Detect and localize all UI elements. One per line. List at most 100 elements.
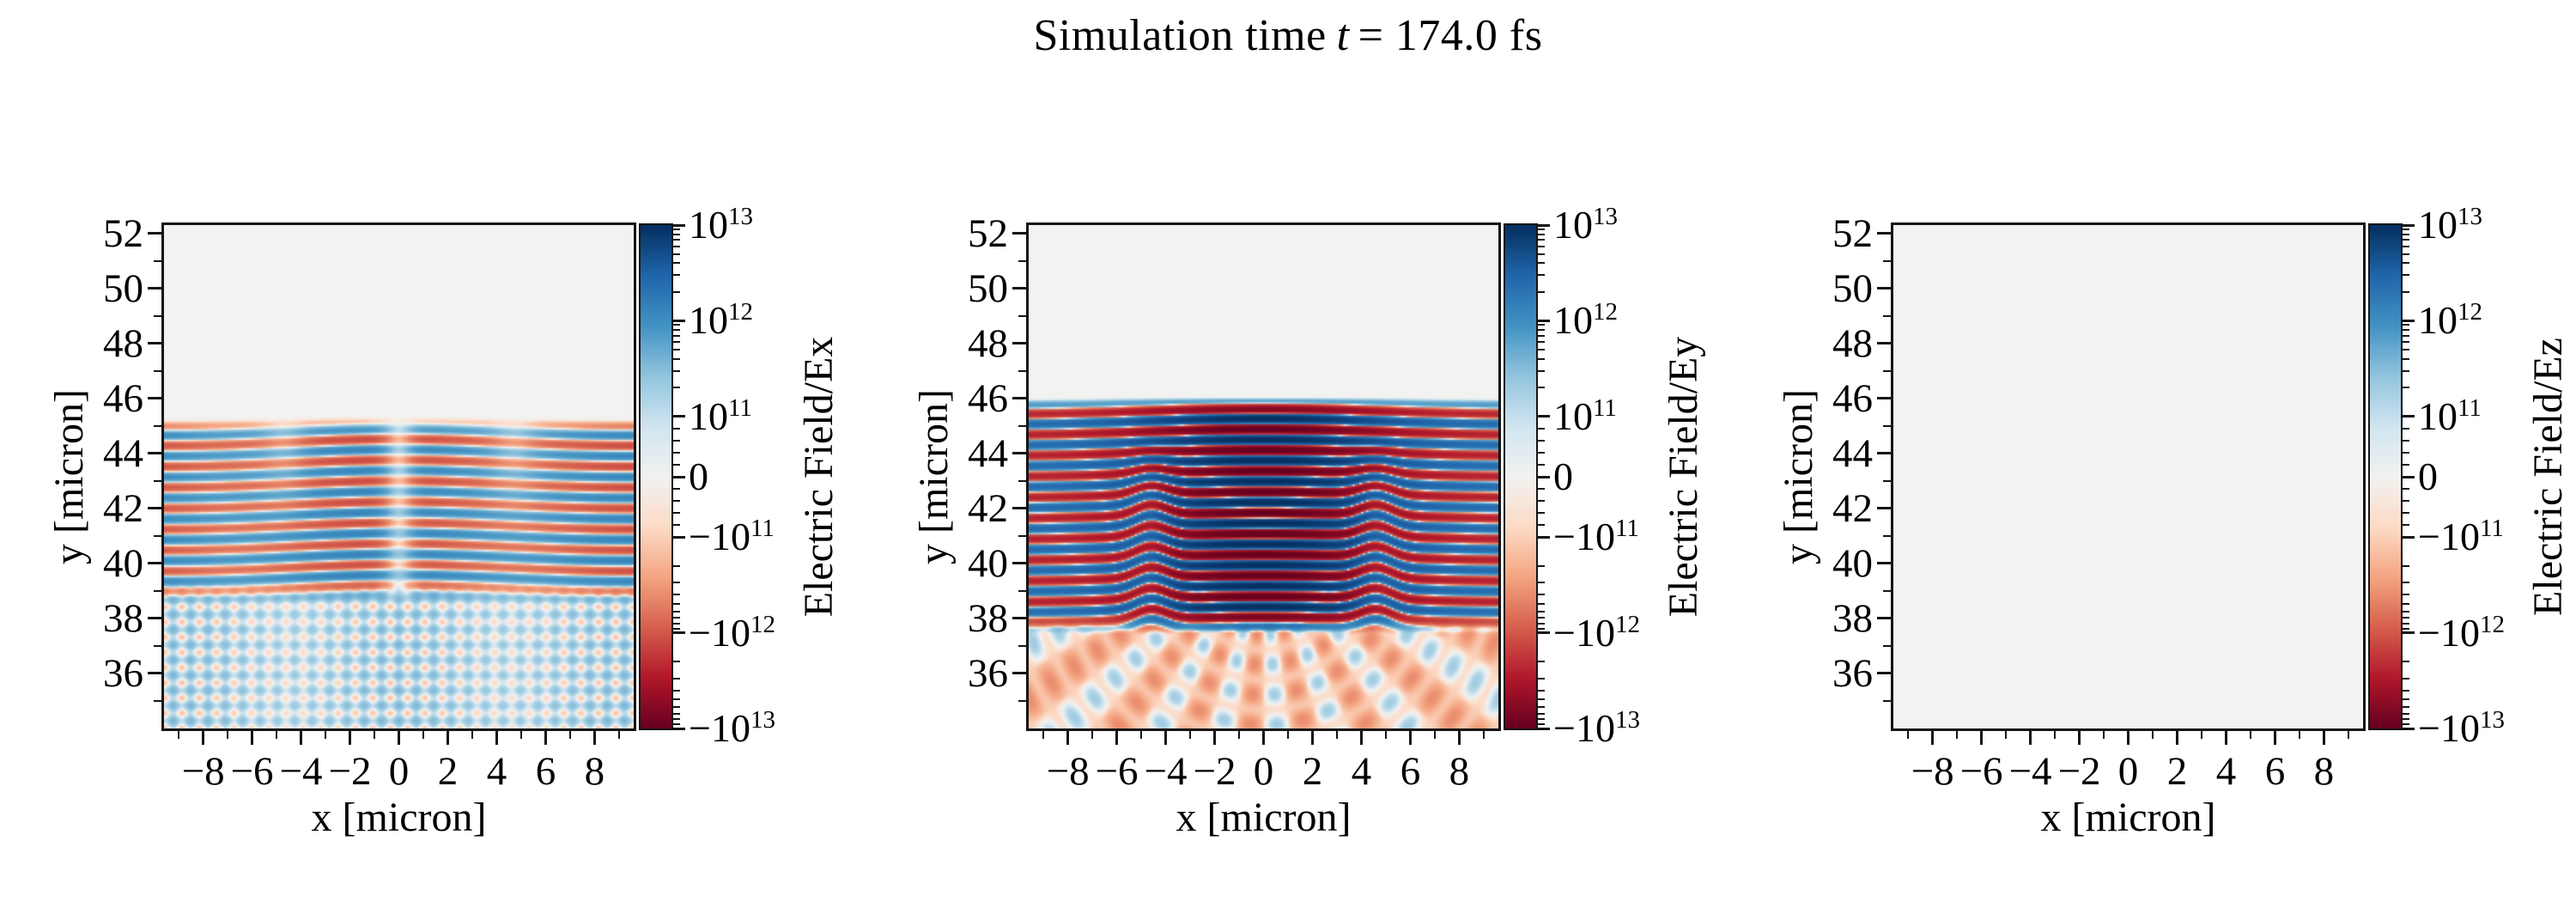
y-tick-label: 44 [1832, 430, 1873, 476]
colorbar-minor-tick [2403, 627, 2409, 630]
colorbar-minor-tick [673, 357, 680, 360]
axes-spines-ex [161, 222, 636, 731]
y-axis-label: y [micron] [911, 389, 957, 564]
colorbar-minor-tick [2403, 427, 2409, 430]
colorbar-minor-tick [2403, 387, 2409, 389]
colorbar-minor-tick [673, 582, 680, 584]
colorbar-minor-tick [2403, 564, 2409, 567]
colorbar-minor-tick [673, 689, 680, 692]
y-major-tick [1877, 287, 1891, 290]
x-minor-tick [2151, 731, 2154, 739]
x-tick-label: −8 [1046, 749, 1090, 794]
colorbar-tick-base: −10 [1553, 706, 1615, 750]
x-minor-tick [1482, 731, 1485, 739]
x-minor-tick [276, 731, 278, 739]
x-minor-tick [422, 731, 424, 739]
colorbar-minor-tick [1538, 274, 1545, 277]
x-tick-label: −2 [328, 749, 372, 794]
colorbar-minor-tick [673, 488, 680, 491]
y-tick-label: 52 [968, 210, 1008, 256]
colorbar-ey [1505, 225, 1536, 728]
colorbar-minor-tick [1538, 233, 1545, 235]
colorbar-minor-tick [673, 677, 680, 680]
colorbar-tick-base: −10 [1553, 515, 1615, 559]
colorbar-minor-tick [1538, 524, 1545, 527]
colorbar-label-ey: Electric Field/Ey [1661, 336, 1706, 618]
colorbar-minor-tick [1538, 617, 1545, 619]
x-major-tick [202, 731, 205, 745]
colorbar-minor-tick [2403, 329, 2409, 332]
colorbar-minor-tick [2403, 334, 2409, 337]
x-tick-label: 6 [1400, 749, 1421, 794]
colorbar-minor-tick [673, 253, 680, 255]
title-time-value: = 174.0 fs [1358, 11, 1543, 60]
colorbar-minor-tick [2403, 677, 2409, 680]
colorbar-minor-tick [1538, 512, 1545, 515]
colorbar-minor-tick [1538, 603, 1545, 606]
y-minor-tick [154, 259, 161, 262]
colorbar-minor-tick [2403, 712, 2409, 715]
colorbar-major-tick [1538, 415, 1550, 418]
x-minor-tick [1907, 731, 1910, 739]
colorbar-tick-exponent: 13 [728, 203, 753, 231]
x-tick-label: 0 [388, 749, 410, 794]
y-tick-label: 40 [103, 540, 143, 586]
colorbar-tick-exponent: 12 [1593, 298, 1618, 326]
colorbar-minor-tick [673, 603, 680, 606]
colorbar-tick-exponent: 11 [1593, 393, 1617, 422]
y-tick-label: 42 [968, 485, 1008, 531]
y-major-tick [1877, 232, 1891, 235]
colorbar-label-ez: Electric Field/Ez [2525, 338, 2571, 616]
colorbar-minor-tick [673, 722, 680, 725]
x-minor-tick [2249, 731, 2251, 739]
colorbar-minor-tick [1538, 488, 1545, 491]
x-tick-label: −8 [181, 749, 225, 794]
y-tick-label: 36 [103, 650, 143, 696]
x-minor-tick [471, 731, 473, 739]
axes-spines-ez [1891, 222, 2366, 731]
y-minor-tick [1018, 314, 1026, 317]
colorbar-minor-tick [2403, 253, 2409, 255]
colorbar-minor-tick [673, 427, 680, 430]
colorbar-tick-label: 1012 [689, 297, 886, 349]
colorbar-tick-base: −10 [689, 515, 750, 559]
x-tick-label: 8 [584, 749, 605, 794]
colorbar-minor-tick [1538, 324, 1545, 326]
y-major-tick [1012, 287, 1026, 290]
colorbar-tick-base: 10 [2418, 203, 2458, 247]
colorbar-minor-tick [673, 500, 680, 503]
colorbar-tick-exponent: 11 [2479, 515, 2504, 543]
colorbar-minor-tick [2403, 229, 2409, 231]
colorbar-minor-tick [1538, 369, 1545, 372]
x-minor-tick [374, 731, 375, 739]
heatmap-ey [1029, 225, 1498, 728]
x-minor-tick [2298, 731, 2300, 739]
y-tick-label: 52 [103, 210, 143, 256]
colorbar-minor-tick [1538, 594, 1545, 596]
colorbar-minor-tick [673, 512, 680, 515]
colorbar-minor-tick [1538, 610, 1545, 613]
colorbar-minor-tick [2403, 512, 2409, 515]
colorbar-tick-base: 10 [1553, 298, 1593, 343]
y-tick-label: 48 [968, 320, 1008, 366]
colorbar-tick-label: −1011 [689, 514, 886, 565]
colorbar-minor-tick [2403, 622, 2409, 625]
y-minor-tick [154, 369, 161, 372]
colorbar-minor-tick [673, 229, 680, 231]
y-major-tick [1877, 507, 1891, 510]
y-minor-tick [154, 534, 161, 537]
colorbar-major-tick [673, 415, 685, 418]
x-axis-label: x [micron] [1176, 795, 1352, 840]
x-minor-tick [178, 731, 180, 739]
colorbar-minor-tick [673, 463, 680, 466]
heatmap-ex [164, 225, 634, 728]
colorbar-minor-tick [2403, 369, 2409, 372]
y-tick-label: 46 [1832, 375, 1873, 421]
colorbar-tick-label: 1011 [2418, 393, 2576, 445]
x-axis-label: x [micron] [311, 795, 487, 840]
y-major-tick [1012, 452, 1026, 455]
x-major-tick [592, 731, 596, 745]
colorbar-minor-tick [1538, 348, 1545, 350]
colorbar-minor-tick [2403, 262, 2409, 265]
y-major-tick [1012, 342, 1026, 345]
